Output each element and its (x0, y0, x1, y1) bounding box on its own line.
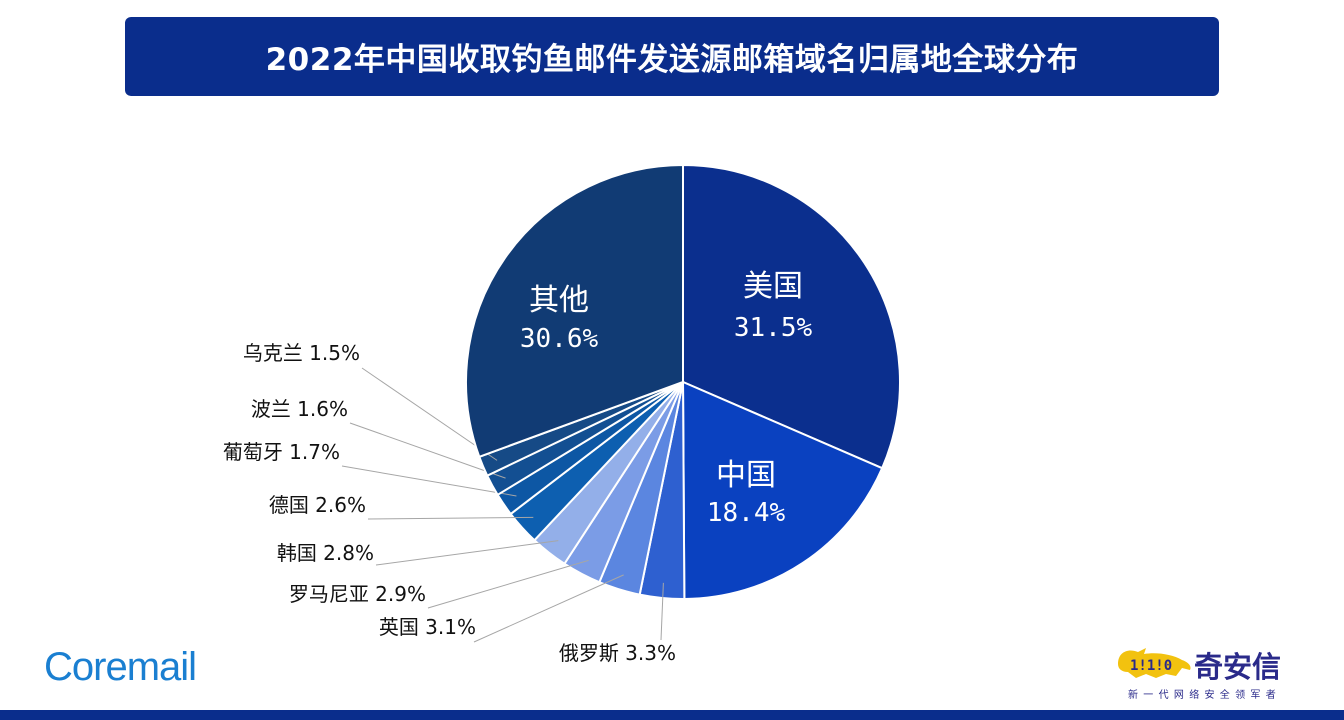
slice-5-label: 韩国 2.8% (277, 541, 374, 565)
slice-3-label: 英国 3.1% (379, 615, 476, 639)
qianxin-logo: 1!1!0 奇安信 新一代网络安全领军者 (1116, 640, 1316, 704)
slice-4-label: 罗马尼亚 2.9% (289, 582, 426, 606)
slice-6-leader-line (367, 516, 534, 520)
qianxin-mascot-icon: 1!1!0 (1118, 648, 1191, 678)
slice-1-value-label: 18.4% (707, 498, 786, 528)
slice-10-wedge (465, 163, 684, 459)
slice-2-label: 俄罗斯 3.3% (559, 641, 676, 665)
slice-1-name-label: 中国 (716, 458, 776, 493)
slice-2-leader-line (660, 582, 664, 641)
slice-0-value-label: 31.5% (734, 313, 813, 343)
slice-9-label: 乌克兰 1.5% (243, 341, 360, 365)
slice-3-leader-line (473, 574, 624, 643)
slice-7-leader-line (341, 465, 517, 497)
title-bar: 2022年中国收取钓鱼邮件发送源邮箱域名归属地全球分布 (125, 17, 1219, 96)
qianxin-slogan: 新一代网络安全领军者 (1128, 690, 1281, 701)
slice-6-label: 德国 2.6% (269, 493, 366, 517)
slice-0-name-label: 美国 (743, 269, 803, 304)
slice-5-leader-line (375, 540, 559, 566)
bottom-bar (0, 710, 1344, 720)
slice-1-wedge (681, 380, 884, 601)
slice-4-leader-line (427, 559, 589, 609)
slice-8-leader-line (349, 422, 506, 479)
slice-8-label: 波兰 1.6% (251, 397, 348, 421)
chart-title: 2022年中国收取钓鱼邮件发送源邮箱域名归属地全球分布 (265, 42, 1079, 78)
svg-text:1!1!0: 1!1!0 (1130, 658, 1172, 674)
slice-10-name-label: 其他 (529, 283, 589, 318)
coremail-logo: Coremail (44, 645, 197, 689)
slice-10-value-label: 30.6% (520, 324, 599, 354)
slice-7-label: 葡萄牙 1.7% (223, 440, 340, 464)
qianxin-name: 奇安信 (1194, 650, 1282, 684)
slice-0-wedge (682, 163, 901, 470)
